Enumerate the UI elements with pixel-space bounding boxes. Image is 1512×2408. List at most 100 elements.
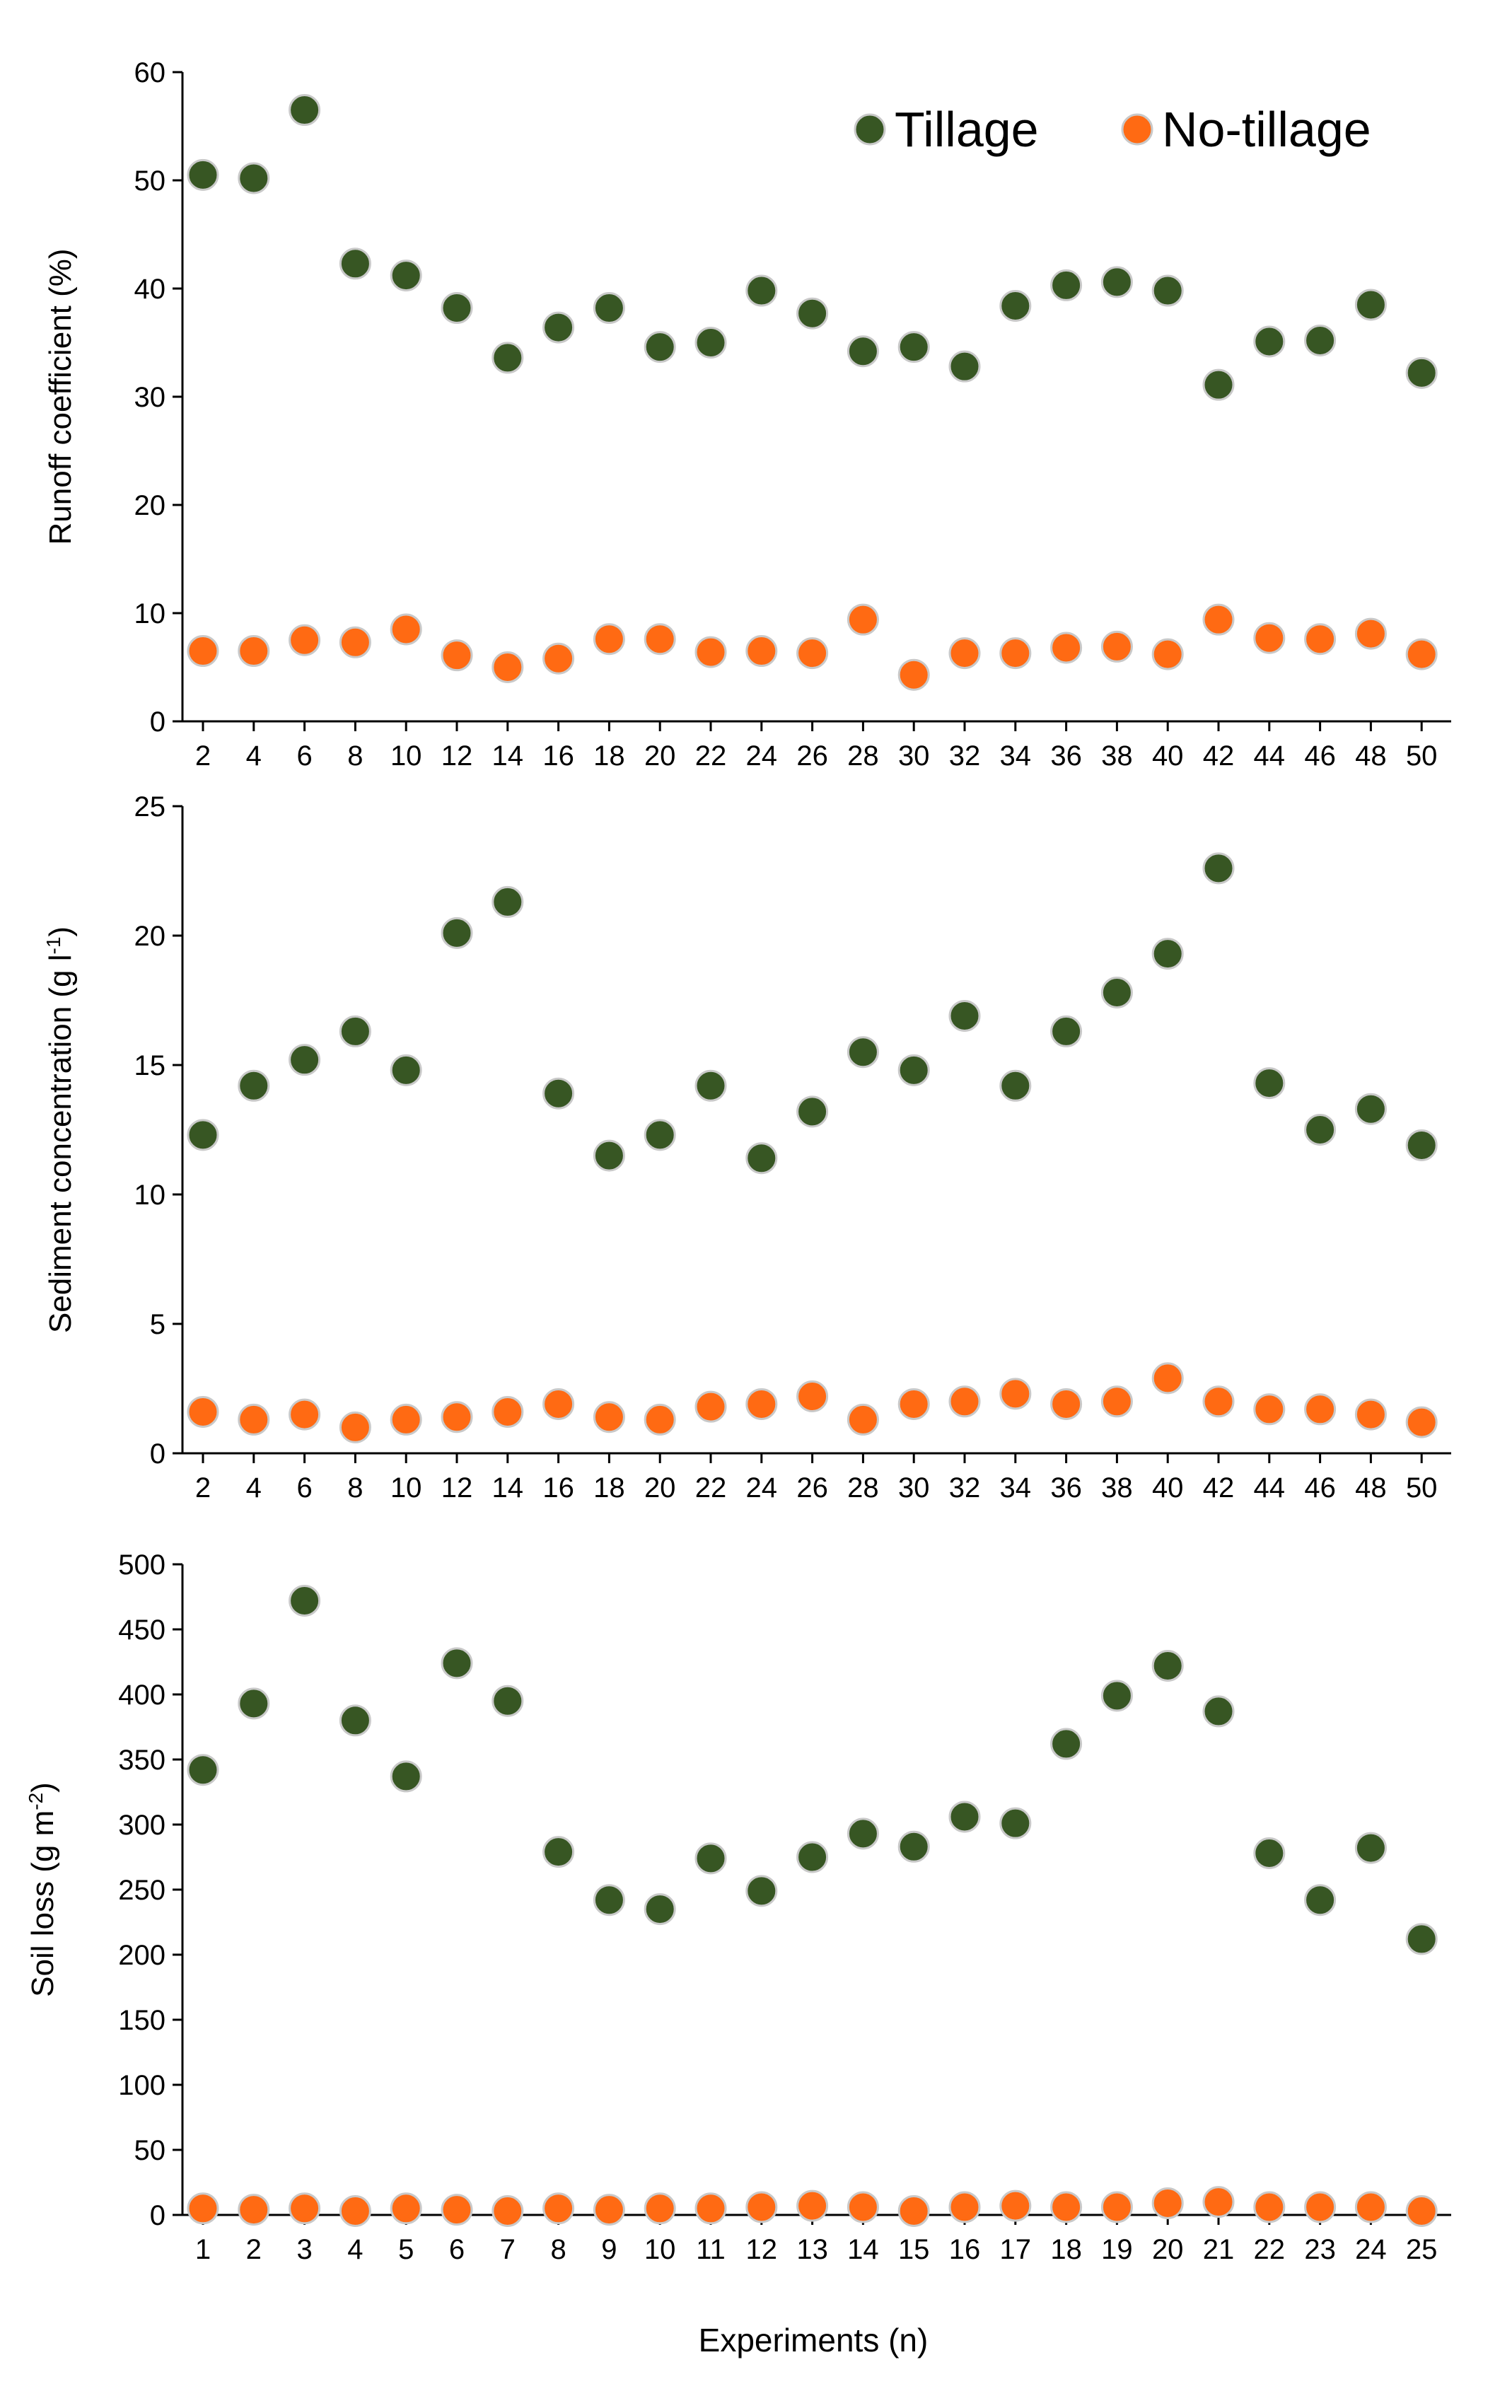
y-tick-label: 0 (150, 2200, 165, 2231)
point-no-tillage-34 (999, 637, 1032, 670)
point-no-tillage-21 (1202, 2186, 1235, 2218)
point-tillage-14 (492, 342, 524, 374)
point-no-tillage-7 (492, 2194, 524, 2227)
point-no-tillage-44 (1253, 1393, 1286, 1426)
point-no-tillage-12 (441, 639, 473, 672)
y-tick-label: 250 (118, 1875, 165, 1906)
point-tillage-12 (441, 292, 473, 325)
point-no-tillage-32 (948, 1385, 981, 1418)
point-no-tillage-2 (238, 2194, 270, 2226)
y-tick-label: 10 (134, 598, 166, 629)
y-tick-label: 60 (134, 57, 166, 88)
x-tick-label: 4 (246, 1472, 262, 1503)
point-tillage-20 (1151, 1650, 1184, 1682)
x-tick-label: 16 (949, 2234, 981, 2265)
x-tick-label: 18 (593, 740, 625, 772)
y-tick-label: 20 (134, 490, 166, 521)
point-tillage-48 (1354, 289, 1387, 321)
point-no-tillage-2 (187, 1395, 219, 1428)
y-tick-label: 50 (134, 165, 166, 197)
point-tillage-24 (745, 1142, 778, 1175)
point-tillage-23 (1304, 1884, 1337, 1916)
x-tick-label: 38 (1101, 740, 1133, 772)
legend-tillage-marker (854, 113, 886, 146)
x-tick-label: 22 (1254, 2234, 1286, 2265)
point-no-tillage-34 (999, 1378, 1032, 1410)
x-tick-label: 44 (1254, 740, 1286, 772)
x-axis-label: Experiments (n) (699, 2322, 929, 2358)
point-no-tillage-5 (390, 2192, 422, 2225)
y-tick-label: 300 (118, 1810, 165, 1841)
y-tick-label: 15 (134, 1050, 166, 1081)
point-tillage-50 (1405, 1129, 1438, 1161)
x-tick-label: 26 (796, 1472, 828, 1503)
y-tick-label: 200 (118, 1940, 165, 1971)
x-tick-label: 8 (550, 2234, 566, 2265)
x-tick-label: 3 (296, 2234, 312, 2265)
x-tick-label: 28 (847, 1472, 879, 1503)
point-no-tillage-20 (644, 1403, 676, 1436)
x-tick-label: 23 (1304, 2234, 1336, 2265)
x-tick-label: 21 (1203, 2234, 1235, 2265)
point-no-tillage-42 (1202, 603, 1235, 636)
legend-tillage-label: Tillage (895, 102, 1039, 157)
point-no-tillage-28 (847, 603, 879, 636)
point-no-tillage-20 (644, 623, 676, 656)
point-tillage-20 (644, 1119, 676, 1151)
point-tillage-18 (593, 292, 625, 325)
x-tick-label: 25 (1406, 2234, 1438, 2265)
x-tick-label: 5 (398, 2234, 414, 2265)
x-tick-label: 9 (601, 2234, 617, 2265)
x-tick-label: 48 (1355, 740, 1387, 772)
y-tick-label: 100 (118, 2070, 165, 2101)
point-tillage-30 (897, 1054, 930, 1086)
point-tillage-6 (289, 1044, 321, 1076)
x-tick-label: 8 (347, 740, 363, 772)
point-no-tillage-17 (999, 2189, 1032, 2222)
point-no-tillage-6 (441, 2194, 473, 2226)
x-tick-label: 10 (644, 2234, 676, 2265)
point-tillage-44 (1253, 1067, 1286, 1100)
x-tick-label: 12 (746, 2234, 778, 2265)
point-tillage-16 (542, 1077, 575, 1110)
point-no-tillage-14 (847, 2191, 879, 2223)
point-no-tillage-12 (745, 2191, 778, 2223)
point-no-tillage-2 (187, 635, 219, 668)
point-no-tillage-24 (1354, 2191, 1387, 2223)
point-tillage-12 (441, 917, 473, 949)
y-tick-label: 350 (118, 1745, 165, 1776)
x-tick-label: 22 (695, 740, 727, 772)
x-tick-label: 10 (390, 740, 422, 772)
x-tick-label: 19 (1101, 2234, 1133, 2265)
point-tillage-4 (238, 162, 270, 194)
point-no-tillage-4 (238, 1403, 270, 1436)
point-no-tillage-6 (289, 1398, 321, 1431)
point-tillage-18 (1050, 1728, 1083, 1760)
x-tick-label: 24 (746, 1472, 778, 1503)
x-tick-label: 14 (847, 2234, 879, 2265)
point-no-tillage-9 (593, 2194, 625, 2226)
point-tillage-48 (1354, 1093, 1387, 1125)
point-no-tillage-15 (897, 2194, 930, 2227)
x-tick-label: 8 (347, 1472, 363, 1503)
x-tick-label: 17 (1000, 2234, 1032, 2265)
point-tillage-6 (289, 94, 321, 127)
x-tick-label: 1 (195, 2234, 211, 2265)
x-tick-label: 6 (296, 740, 312, 772)
point-tillage-22 (694, 1069, 727, 1102)
point-no-tillage-42 (1202, 1385, 1235, 1418)
x-tick-label: 2 (246, 2234, 262, 2265)
point-tillage-50 (1405, 356, 1438, 389)
point-no-tillage-12 (441, 1401, 473, 1433)
point-tillage-42 (1202, 368, 1235, 401)
point-no-tillage-40 (1151, 638, 1184, 670)
x-tick-label: 15 (898, 2234, 930, 2265)
y-tick-label: 0 (150, 706, 165, 738)
y-tick-label: 150 (118, 2005, 165, 2036)
x-tick-label: 2 (195, 740, 211, 772)
point-tillage-22 (694, 327, 727, 359)
point-no-tillage-11 (694, 2192, 727, 2225)
x-tick-label: 18 (1050, 2234, 1082, 2265)
